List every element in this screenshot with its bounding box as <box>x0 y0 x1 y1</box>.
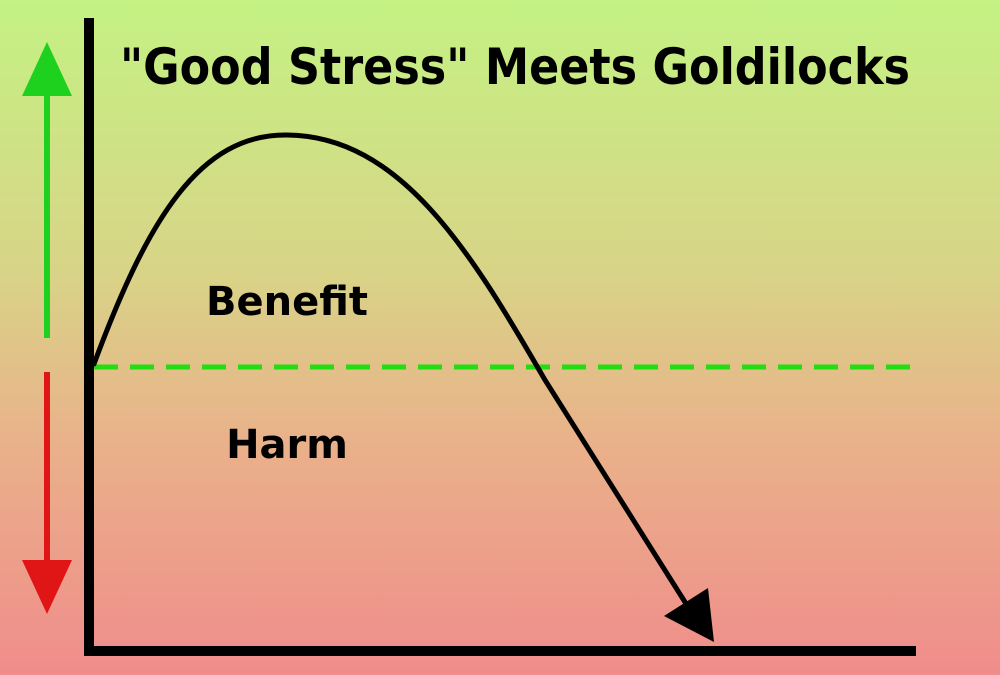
red-down-arrow-icon <box>22 372 72 614</box>
curve-arrowhead-icon <box>664 588 714 642</box>
response-curve <box>91 132 693 613</box>
green-up-arrow-icon <box>22 42 72 338</box>
harm-label: Harm <box>226 422 348 468</box>
benefit-label: Benefit <box>206 279 368 325</box>
diagram-title: "Good Stress" Meets Goldilocks <box>120 38 910 96</box>
